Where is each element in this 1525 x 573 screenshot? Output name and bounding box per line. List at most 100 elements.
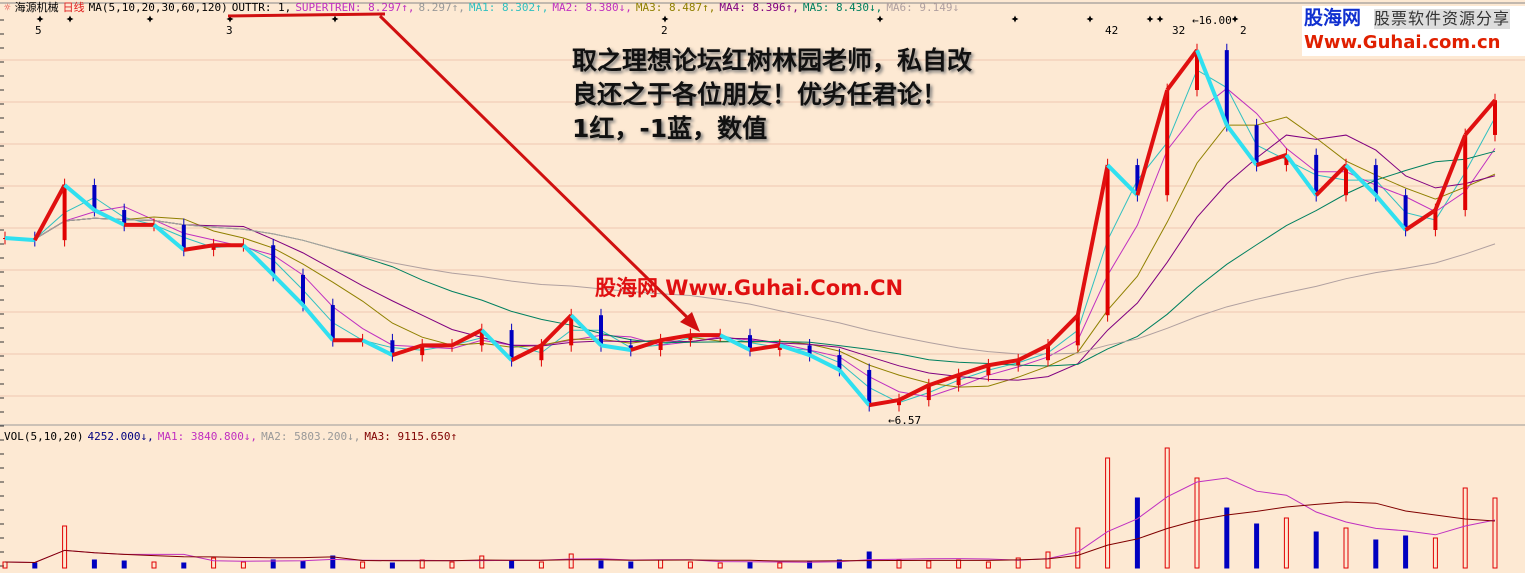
volume-bar <box>151 561 157 569</box>
supertrend-segment <box>1106 163 1139 197</box>
candle-body <box>539 345 544 361</box>
logo-url: Www.Guhai.com.cn <box>1304 32 1501 53</box>
supertrend-segment <box>1165 48 1199 92</box>
low-price-label: ←6.57 <box>888 414 922 427</box>
supertrend-segment <box>1195 49 1229 126</box>
volume-bar <box>181 562 187 569</box>
candle-body <box>1046 345 1050 361</box>
supertrend-segment <box>183 243 214 252</box>
supertrend-segment <box>1017 343 1049 362</box>
candle-body <box>390 340 395 356</box>
supertrend-segment <box>837 368 871 407</box>
stock-name: 海源机械 <box>14 1 59 14</box>
supertrend-segment <box>660 333 691 343</box>
vol-value: 4252.000↓, <box>87 430 154 443</box>
volume-bar <box>211 557 217 569</box>
volume-bar <box>717 562 723 569</box>
candle-body <box>1314 154 1319 196</box>
candle-body <box>211 245 216 250</box>
supertrend-segment <box>1463 98 1497 137</box>
volume-bar <box>1343 527 1349 569</box>
supertrend-segment <box>569 313 603 347</box>
volume-bar <box>1134 497 1140 569</box>
volume-bar <box>389 562 395 569</box>
candle-body <box>301 274 305 306</box>
volume-bar <box>1045 551 1051 569</box>
low-price: 6.57 <box>894 414 922 427</box>
signal-marker-icon <box>1231 15 1239 23</box>
supertrend-segment <box>93 208 126 227</box>
candle-body <box>271 245 276 275</box>
candle-body <box>1105 165 1110 316</box>
supertrend-segment <box>271 273 305 307</box>
volume-bar <box>836 559 842 569</box>
marker-label: 2 <box>1240 24 1247 37</box>
price-header: ☼ 海源机械 日线 MA(5,10,20,30,60,120) OUTTR: 1, SUP… <box>4 1 963 14</box>
candle-body <box>1463 134 1468 211</box>
candle-body <box>1016 360 1021 366</box>
annotation-arrow <box>378 14 697 327</box>
candle-body <box>1403 195 1408 230</box>
volume-bar <box>1164 447 1170 569</box>
ma4-value: MA4: 8.396↑, <box>719 1 799 14</box>
volume-bar <box>1194 477 1200 569</box>
ma5-value: MA5: 8.430↓, <box>802 1 883 14</box>
candle-body <box>1493 100 1497 135</box>
volume-bar <box>1492 497 1498 569</box>
supertrend-segment <box>1344 163 1378 197</box>
candle-body <box>956 375 961 386</box>
ma6-line <box>4 217 1496 355</box>
gear-icon[interactable]: ☼ <box>4 1 11 14</box>
candle-body <box>688 335 693 341</box>
arrow-head-icon <box>680 312 700 332</box>
signal-marker-icon <box>876 15 884 23</box>
candle-body <box>1165 89 1170 196</box>
watermark-text: 股海网 Www.Guhai.Com.CN <box>595 276 904 300</box>
candle-body <box>62 185 67 241</box>
signal-marker-icon <box>661 15 669 23</box>
candle-body <box>867 369 872 406</box>
supertrend-segment <box>1404 208 1437 232</box>
vol-ma1: MA1: 3840.800↓, <box>157 430 258 443</box>
candle-body <box>748 335 752 351</box>
candle-body <box>1224 50 1229 126</box>
supertrend-segment <box>361 338 394 357</box>
vol-params: VOL(5,10,20) <box>4 430 84 443</box>
candle-body <box>479 330 484 346</box>
supertrend-segment <box>957 363 990 377</box>
marker-label: 32 <box>1172 24 1186 37</box>
vol-ma2: MA2: 5803.200↓, <box>261 430 361 443</box>
candle-body <box>599 315 603 346</box>
site-logo: 股海网 股票软件资源分享 Www.Guhai.com.cn <box>1302 6 1525 56</box>
volume-bar <box>1432 537 1438 569</box>
supertrend-segment <box>1433 134 1468 211</box>
candle-body <box>330 305 335 341</box>
candle-body <box>807 345 812 356</box>
signal-marker-icon <box>1086 15 1094 23</box>
candle-body <box>92 185 97 211</box>
candle-body <box>509 330 514 361</box>
volume-bar <box>538 561 544 569</box>
volume-bar <box>747 561 753 569</box>
volume-bar <box>598 560 604 569</box>
volume-bar <box>896 559 902 569</box>
logo-name: 股海网 <box>1304 7 1362 29</box>
candle-body <box>1254 125 1259 166</box>
signal-marker-icon <box>146 15 154 23</box>
volume-bar <box>1254 523 1260 569</box>
supertrend-segment <box>539 313 573 347</box>
ma2-value: MA2: 8.380↓, <box>552 1 632 14</box>
period-label[interactable]: 日线 <box>62 1 85 14</box>
candle-body <box>777 345 782 351</box>
vol-ma3: MA3: 9115.650↑ <box>364 430 458 443</box>
signal-marker-icon <box>36 15 44 23</box>
volume-ma1-line <box>4 477 1496 564</box>
supertrend-segment <box>480 328 514 362</box>
annotation-text: 取之理想论坛红树林园老师，私自改 良还之于各位朋友！优劣任君论！ 1红，-1蓝，… <box>572 46 973 143</box>
supertrend-segment <box>1075 164 1110 316</box>
candle-body <box>1135 165 1140 196</box>
annotation-underline <box>227 12 386 18</box>
supertrend-segment <box>1255 152 1288 167</box>
volume-bar <box>1283 517 1289 569</box>
